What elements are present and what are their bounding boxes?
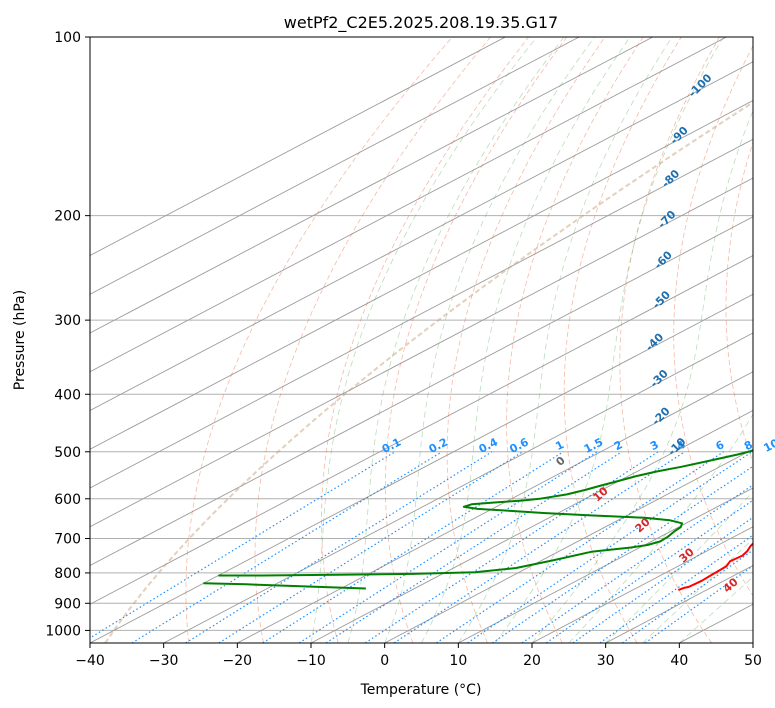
isotherm-line (90, 138, 753, 489)
isotherm-line (90, 37, 654, 334)
y-tick-label: 500 (54, 445, 81, 461)
mixing-ratio-line (218, 451, 524, 643)
isotherm-line (458, 487, 753, 643)
isotherm-line (237, 371, 753, 643)
mixing-ratio-line (185, 451, 493, 643)
y-tick-label: 1000 (45, 623, 81, 639)
mixing-ratio-line (436, 451, 724, 643)
isotherm-line (90, 254, 753, 605)
y-tick-label: 300 (54, 313, 81, 329)
dry-adiabat (673, 45, 753, 597)
plot-frame (89, 36, 754, 644)
isotherm-line (310, 410, 753, 643)
mixing-ratio-label: 10 (761, 436, 775, 455)
isotherm-line (90, 100, 753, 450)
mixing-ratio-line (622, 549, 753, 643)
moist-adiabat (421, 37, 631, 643)
x-tick-label: 40 (670, 653, 688, 669)
dry-adiabat (254, 37, 491, 643)
x-tick-label: 0 (380, 653, 389, 669)
data-lines (203, 449, 753, 592)
moist-adiabat (310, 37, 538, 643)
x-tick-label: −10 (296, 653, 326, 669)
y-tick-label: 100 (54, 30, 81, 46)
x-tick-label: −20 (223, 653, 253, 669)
moist-adiabat (568, 413, 753, 643)
y-tick-label: 200 (54, 209, 81, 225)
chart-title: wetPf2_C2E5.2025.208.19.35.G17 (284, 13, 558, 33)
y-axis-label: Pressure (hPa) (12, 290, 28, 390)
mixing-ratio-line (521, 484, 753, 643)
isotherm-line (90, 61, 753, 412)
y-tick-label: 600 (54, 492, 81, 508)
mixing-ratio-line (131, 451, 443, 643)
dewpoint-profile-upper (218, 449, 753, 577)
mixing-ratio-line (262, 451, 564, 643)
isotherm-line (163, 332, 753, 643)
dry-adiabat (384, 37, 568, 643)
y-tick-label: 700 (54, 532, 81, 548)
axes: −40 −30 −20 −10 0 10 20 30 40 50 100 200 300 400 500 60… (45, 30, 762, 669)
moist-adiabat (384, 37, 595, 643)
x-tick-label: 30 (597, 653, 615, 669)
dry-adiabat (185, 37, 453, 643)
x-tick-label: −40 (75, 653, 105, 669)
x-tick-label: −30 (149, 653, 179, 669)
background-lines (90, 37, 753, 643)
isotherm-line (90, 216, 753, 567)
dry-adiabat (725, 140, 753, 464)
mixing-ratio-line (572, 516, 753, 643)
dry-adiabat (619, 37, 720, 643)
reference-curve (104, 101, 753, 643)
mixing-ratio-line (599, 534, 753, 643)
dewpoint-profile (203, 582, 366, 590)
isotherm-line (90, 37, 506, 257)
dry-adiabat (563, 37, 682, 643)
moist-adiabat (457, 37, 673, 643)
x-tick-label: 10 (449, 653, 467, 669)
mixing-ratio-line (644, 564, 753, 643)
mixing-ratio-line (393, 451, 686, 643)
isotherm-line (90, 177, 753, 528)
dry-adiabat (506, 37, 644, 643)
mixing-ratio-line (467, 451, 753, 643)
x-tick-label: 20 (523, 653, 541, 669)
y-tick-label: 800 (54, 566, 81, 582)
dry-adiabat (321, 37, 529, 643)
isotherm-line (90, 293, 753, 643)
mixing-ratio-line (298, 451, 598, 643)
x-axis-label: Temperature (°C) (360, 682, 482, 698)
moist-adiabat (347, 37, 565, 643)
x-tick-label: 50 (744, 653, 762, 669)
moist-adiabat (679, 576, 753, 643)
y-tick-label: 400 (54, 387, 81, 403)
isotherm-line (531, 526, 753, 643)
isotherm-line (384, 448, 753, 643)
mixing-ratio-line (545, 499, 753, 643)
mixing-ratio-line (90, 451, 396, 639)
moist-adiabat (494, 37, 724, 643)
y-tick-label: 900 (54, 596, 81, 612)
moist-adiabat (642, 538, 753, 643)
dry-adiabat (446, 37, 606, 643)
isotherm-line (90, 37, 580, 295)
moist-adiabat (531, 109, 753, 643)
isotherm-line (90, 37, 727, 373)
